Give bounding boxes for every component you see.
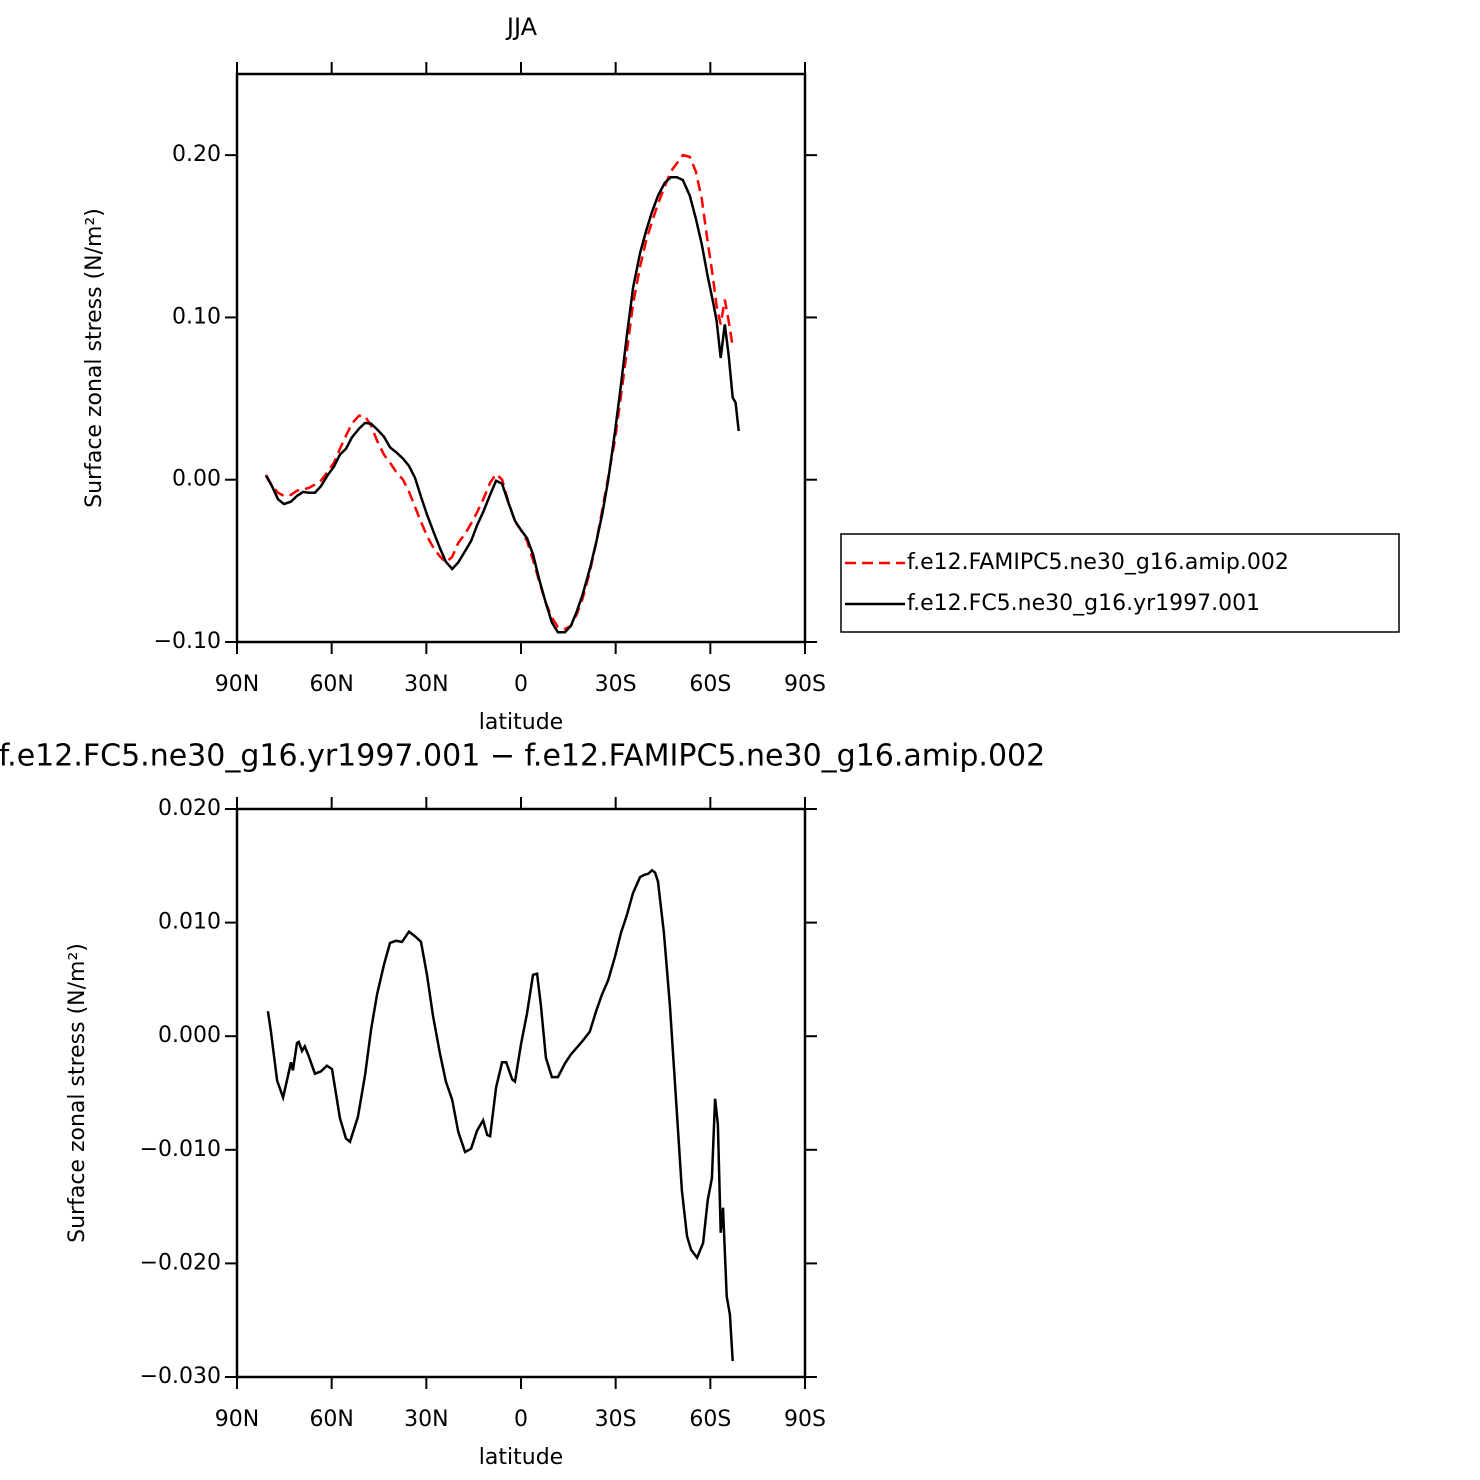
x-tick-label: 0 (514, 1407, 528, 1432)
x-tick-label: 30S (595, 1407, 637, 1432)
x-tick-label: 90N (215, 1407, 259, 1432)
x-axis-label: latitude (479, 1445, 563, 1470)
chart-title: f.e12.FC5.ne30_g16.yr1997.001 − f.e12.FA… (0, 739, 1045, 774)
x-axis-label: latitude (479, 710, 563, 735)
x-tick-label: 90S (784, 1407, 826, 1432)
y-tick-label: 0.00 (172, 467, 221, 492)
data-line (266, 868, 734, 1362)
x-tick-label: 90N (215, 672, 259, 697)
data-line (264, 175, 740, 634)
x-tick-label: 90S (784, 672, 826, 697)
x-tick-label: 30N (404, 1407, 448, 1432)
x-tick-label: 0 (514, 672, 528, 697)
y-tick-label: −0.020 (140, 1250, 221, 1275)
plot-frame (235, 807, 807, 1379)
y-tick-label: 0.010 (158, 910, 221, 935)
x-tick-label: 60S (689, 672, 731, 697)
x-tick-label: 60N (309, 1407, 353, 1432)
y-tick-label: 0.020 (158, 796, 221, 821)
x-tick-label: 30S (595, 672, 637, 697)
y-tick-label: −0.030 (140, 1364, 221, 1389)
y-tick-label: −0.10 (154, 629, 221, 654)
x-tick-label: 60S (689, 1407, 731, 1432)
y-tick-label: 0.20 (172, 142, 221, 167)
chart-title: JJA (505, 13, 538, 41)
x-tick-label: 30N (404, 672, 448, 697)
y-axis-label: Surface zonal stress (N/m²) (82, 208, 107, 508)
legend (840, 533, 1400, 633)
y-tick-label: 0.10 (172, 304, 221, 329)
data-line (264, 153, 734, 631)
y-tick-label: 0.000 (158, 1023, 221, 1048)
legend-label: f.e12.FC5.ne30_g16.yr1997.001 (907, 591, 1260, 616)
y-axis-label: Surface zonal stress (N/m²) (65, 943, 90, 1243)
y-tick-label: −0.010 (140, 1137, 221, 1162)
legend-label: f.e12.FAMIPC5.ne30_g16.amip.002 (907, 550, 1289, 575)
x-tick-label: 60N (309, 672, 353, 697)
